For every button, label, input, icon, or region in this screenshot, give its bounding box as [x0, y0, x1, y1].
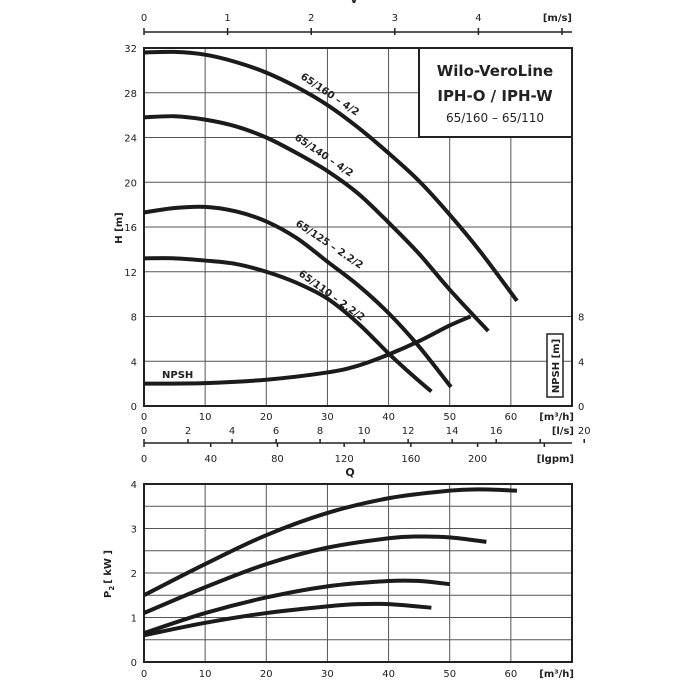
flow-ls-tick-label: 6	[273, 426, 279, 437]
npsh-curve-label: NPSH	[162, 370, 193, 381]
power-chart-frame	[143, 483, 573, 663]
power-chart-grid	[143, 483, 573, 663]
power-flow-tick-label: 0	[141, 669, 147, 680]
power-curve-65-160-4-2	[143, 487, 518, 598]
head-curve-65-160-4-2	[143, 49, 519, 303]
flow-ls-tick-label: 8	[317, 426, 323, 437]
power-axis-symbol: P	[103, 591, 114, 598]
power-flow-tick-label: 30	[321, 669, 334, 680]
head-tick-label: 16	[124, 223, 137, 234]
velocity-axis-label: v	[350, 0, 358, 6]
power-axis-unit: [ kW ]	[103, 550, 114, 584]
flow-lgpm-tick-label: 0	[141, 454, 147, 465]
flow-ls-tick-label: 16	[490, 426, 503, 437]
chart-subtitle: IPH-O / IPH-W	[437, 87, 553, 105]
flow-unit-m3h: [m³/h]	[539, 412, 574, 423]
npsh-tick-label: 8	[578, 313, 584, 324]
velocity-unit: [m/s]	[543, 13, 572, 24]
velocity-tick-label: 3	[392, 13, 398, 24]
head-curve-npsh	[143, 314, 472, 386]
flow-axis-label: Q	[345, 466, 354, 479]
npsh-axis-label-box	[546, 333, 564, 398]
velocity-tick-label: 4	[475, 13, 481, 24]
head-tick-label: 20	[124, 178, 137, 189]
power-tick-label: 1	[131, 614, 137, 625]
curve-label-65-110: 65/110 – 2.2/2	[296, 269, 366, 324]
flow-ls-tick-label: 4	[229, 426, 235, 437]
flow-lgpm-tick-label: 160	[401, 454, 420, 465]
npsh-axis-label: NPSH [m]	[551, 339, 562, 393]
flow-ls-tick-label: 20	[578, 426, 591, 437]
flow-m3h-tick-label: 10	[199, 412, 212, 423]
velocity-tick-label: 0	[141, 13, 147, 24]
head-tick-label: 0	[131, 402, 137, 413]
head-curve-65-125-2-2-2	[143, 204, 453, 389]
velocity-tick-label: 1	[224, 13, 230, 24]
power-curves	[143, 487, 518, 638]
chart-range: 65/160 – 65/110	[446, 111, 544, 125]
head-chart-frame	[143, 47, 573, 407]
flow-ls-tick-label: 2	[185, 426, 191, 437]
flow-m3h-tick-label: 30	[321, 412, 334, 423]
flow-m3h-tick-label: 0	[141, 412, 147, 423]
head-axis-label: H [m]	[114, 212, 125, 243]
power-flow-tick-label: 10	[199, 669, 212, 680]
power-curve-65-140-4-2	[143, 534, 487, 615]
flow-lgpm-tick-label: 120	[335, 454, 354, 465]
head-curve-65-140-4-2	[143, 114, 490, 333]
flow-m3h-tick-label: 20	[260, 412, 273, 423]
power-tick-label: 3	[131, 525, 137, 536]
power-flow-tick-label: 40	[382, 669, 395, 680]
head-curves	[143, 49, 519, 393]
flow-ls-tick-label: 12	[402, 426, 415, 437]
velocity-tick-label: 2	[308, 13, 314, 24]
power-flow-unit: [m³/h]	[539, 669, 574, 680]
flow-lgpm-tick-label: 200	[468, 454, 487, 465]
flow-lgpm-tick-label: 40	[204, 454, 217, 465]
flow-m3h-tick-label: 40	[382, 412, 395, 423]
head-curve-65-110-2-2-2	[143, 256, 433, 393]
chart-title: Wilo-VeroLine	[437, 62, 553, 80]
power-flow-tick-label: 60	[504, 669, 517, 680]
flow-unit-ls: [l/s]	[552, 426, 574, 437]
power-curve-65-125-2-2-2	[143, 578, 450, 635]
power-axis-subscript: 2	[108, 586, 116, 591]
flow-ls-tick-label: 10	[358, 426, 371, 437]
head-tick-label: 8	[131, 313, 137, 324]
power-axis-label: P2 [ kW ]	[103, 550, 116, 598]
head-tick-label: 32	[124, 44, 137, 55]
flow-unit-lgpm: [lgpm]	[537, 454, 574, 465]
flow-ls-tick-label: 14	[446, 426, 459, 437]
head-tick-label: 4	[131, 357, 137, 368]
flow-m3h-tick-label: 50	[443, 412, 456, 423]
power-curve-65-110-2-2-2	[143, 601, 432, 638]
head-tick-label: 24	[124, 134, 137, 145]
head-tick-label: 12	[124, 268, 137, 279]
flow-m3h-tick-label: 60	[504, 412, 517, 423]
power-tick-label: 4	[131, 480, 137, 491]
npsh-tick-label: 0	[578, 402, 584, 413]
power-tick-label: 0	[131, 658, 137, 669]
npsh-tick-label: 4	[578, 357, 584, 368]
power-flow-tick-label: 50	[443, 669, 456, 680]
power-tick-label: 2	[131, 569, 137, 580]
title-box	[418, 47, 573, 138]
flow-ls-tick-label: 0	[141, 426, 147, 437]
power-flow-tick-label: 20	[260, 669, 273, 680]
head-tick-label: 28	[124, 89, 137, 100]
flow-lgpm-tick-label: 80	[271, 454, 284, 465]
